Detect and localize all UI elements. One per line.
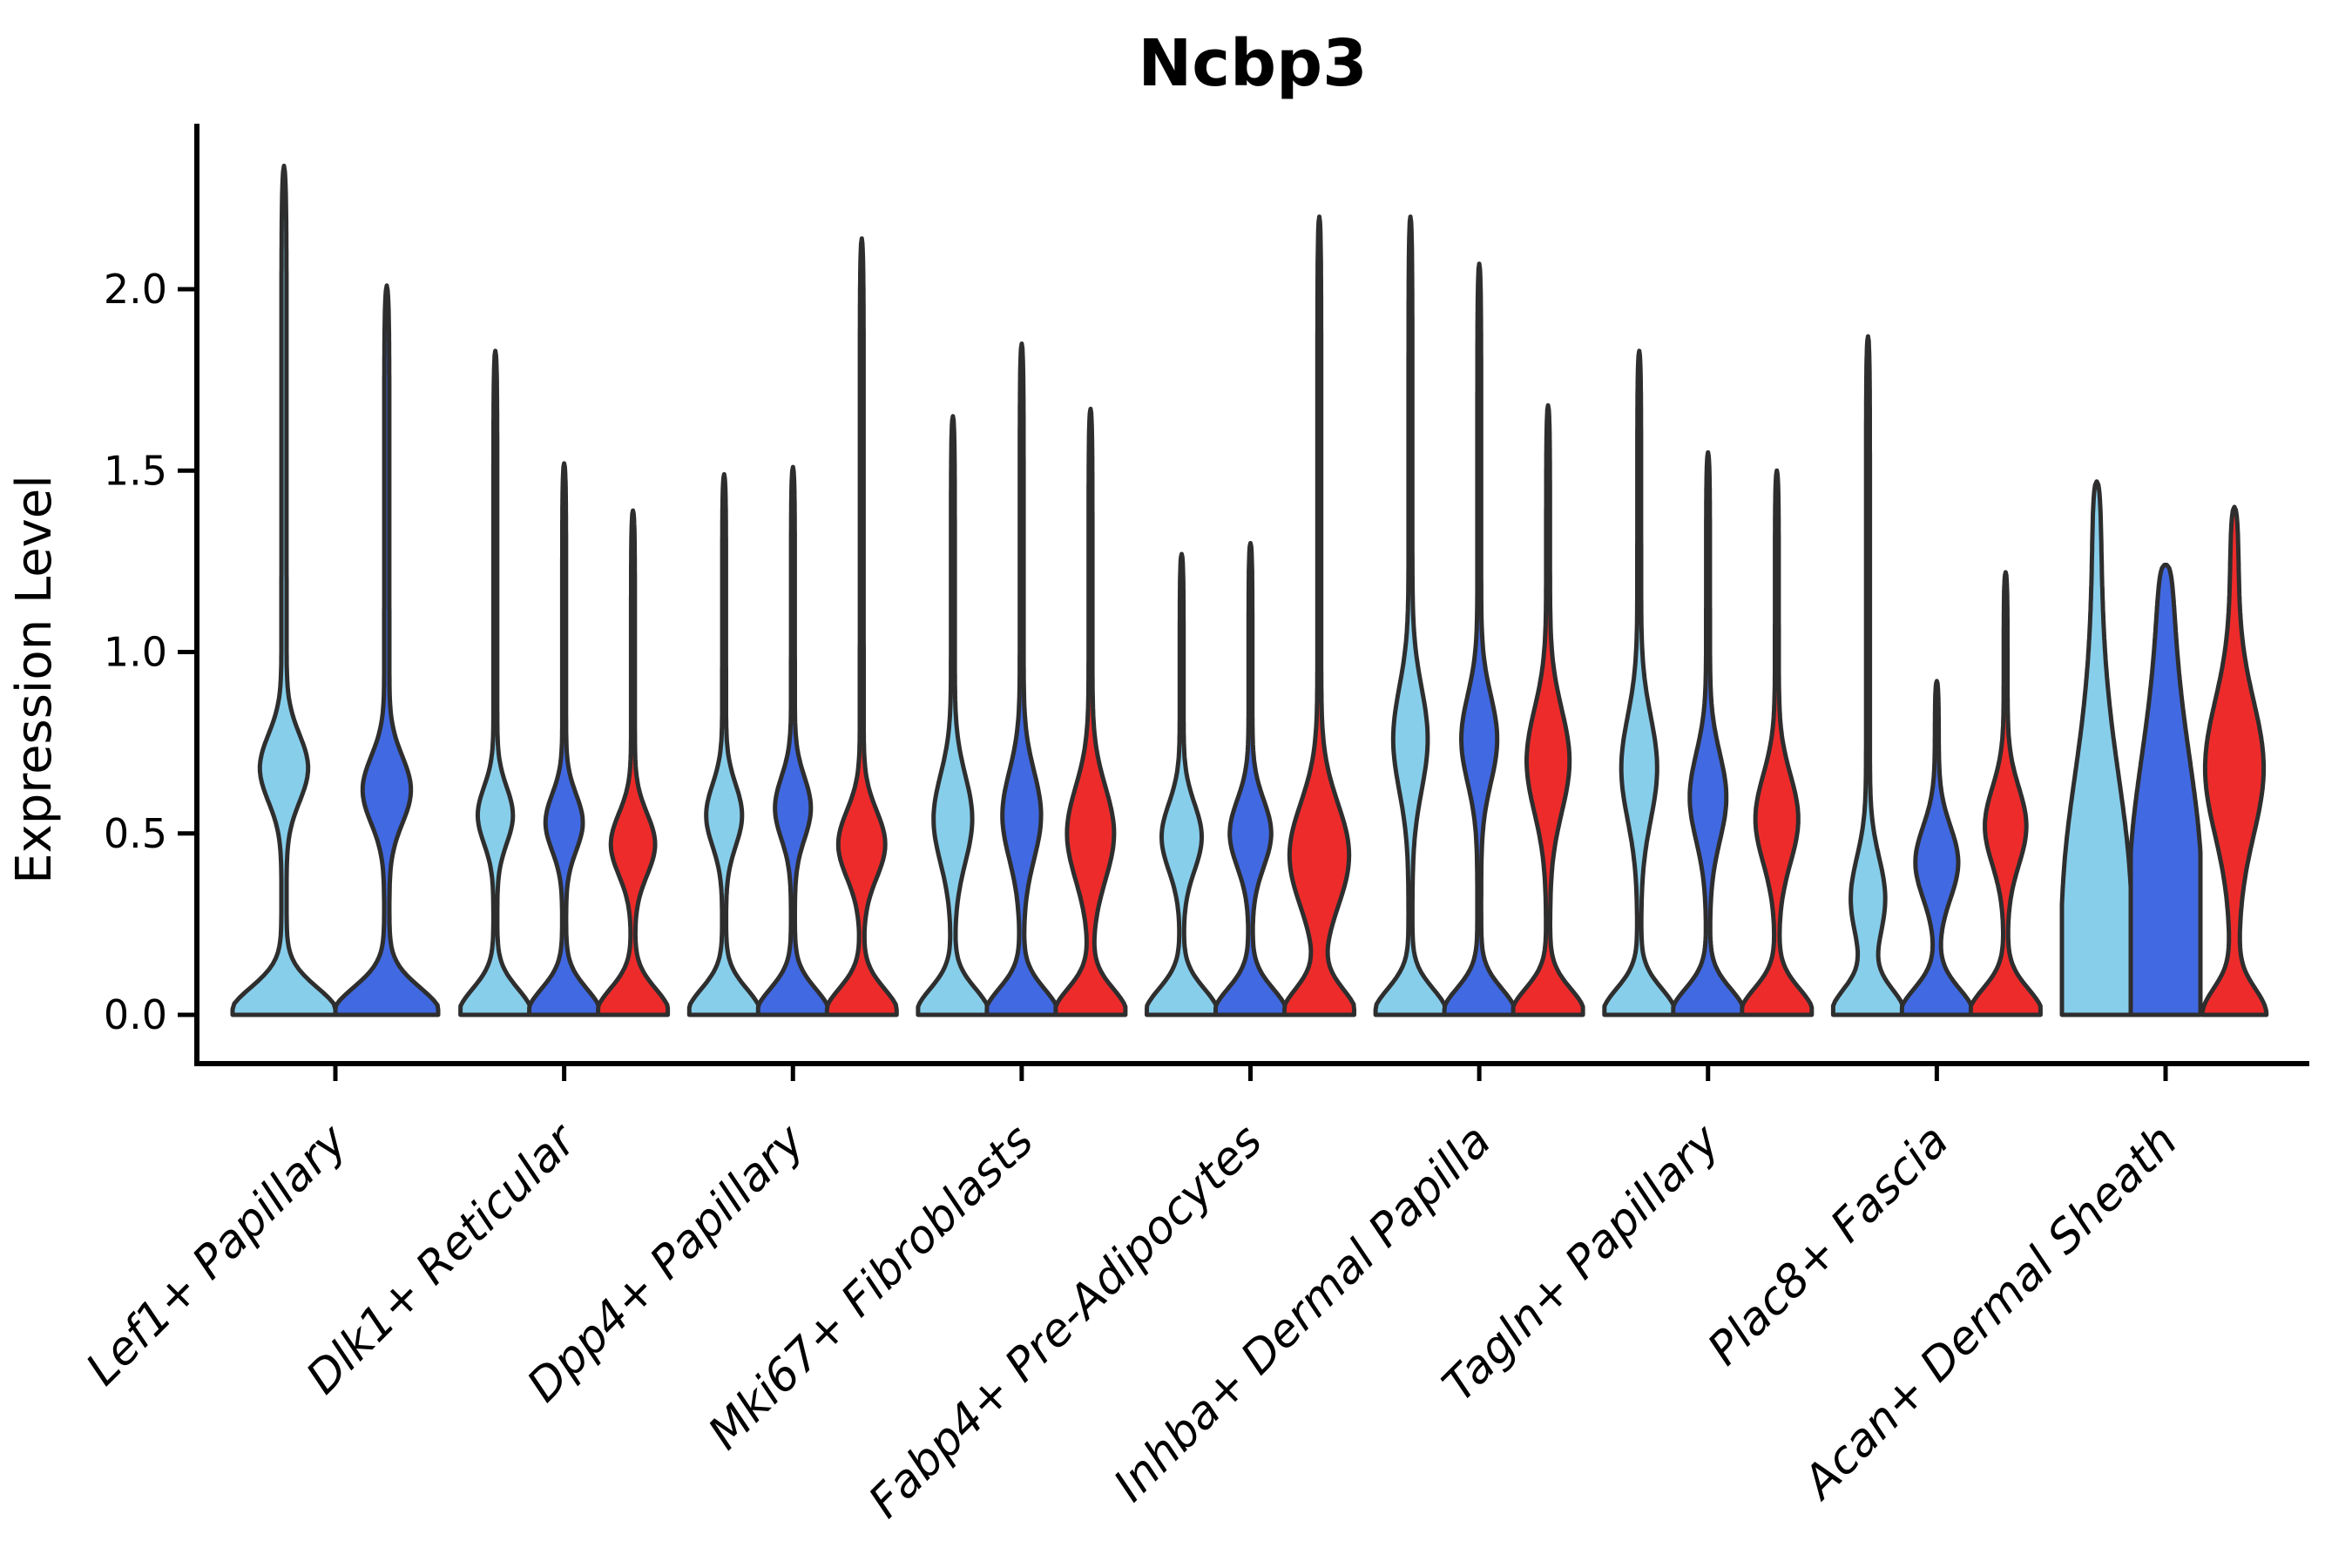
violin-tagln-skyblue (1602, 348, 1677, 1017)
violin-plac8-red (1968, 570, 2043, 1017)
violin-lef1-skyblue (230, 163, 338, 1017)
x-category-label: Acan+ Dermal Sheath (1792, 1115, 2187, 1511)
violin-mki67-royalblue (984, 341, 1059, 1017)
violin-dlk1-royalblue (527, 461, 602, 1017)
x-category-label: Inhba+ Dermal Papilla (1105, 1115, 1502, 1512)
violin-tagln-royalblue (1671, 449, 1746, 1017)
violin-acan-royalblue (2128, 563, 2203, 1017)
y-tick-label: 2.0 (104, 266, 167, 313)
violin-inhba-skyblue (1373, 214, 1448, 1017)
x-category-label: Plac8+ Fascia (1698, 1115, 1958, 1375)
violin-plac8-royalblue (1899, 679, 1974, 1017)
violin-shapes (230, 163, 2269, 1017)
violin-dlk1-red (596, 508, 671, 1017)
violin-acan-red (2200, 504, 2269, 1017)
violin-mki67-red (1053, 406, 1128, 1017)
violin-fabp4-skyblue (1145, 551, 1219, 1017)
y-tick-label: 1.0 (104, 629, 167, 676)
violin-dpp4-skyblue (686, 471, 761, 1017)
violin-mki67-skyblue (916, 414, 990, 1017)
violin-dlk1-skyblue (458, 348, 533, 1017)
y-tick-labels: 0.0 0.5 1.0 1.5 2.0 (104, 266, 167, 1038)
axes (178, 124, 2309, 1081)
x-category-label: Fabp4+ Pre-Adipocytes (859, 1115, 1273, 1529)
violin-acan-skyblue (2059, 479, 2134, 1017)
violin-fabp4-royalblue (1213, 541, 1288, 1017)
violin-lef1-royalblue (333, 283, 441, 1017)
violin-dpp4-royalblue (755, 464, 830, 1017)
violin-plac8-skyblue (1830, 334, 1905, 1017)
violin-inhba-royalblue (1442, 261, 1517, 1017)
y-tick-label: 0.0 (104, 991, 167, 1038)
y-tick-label: 1.5 (104, 447, 167, 494)
violin-fabp4-red (1282, 214, 1356, 1017)
chart-title: Ncbp3 (1138, 26, 1367, 101)
violin-dpp4-red (824, 236, 899, 1017)
violin-tagln-red (1740, 468, 1815, 1017)
y-tick-label: 0.5 (104, 810, 167, 857)
y-axis-label: Expression Level (6, 475, 63, 884)
violin-inhba-red (1511, 402, 1585, 1017)
